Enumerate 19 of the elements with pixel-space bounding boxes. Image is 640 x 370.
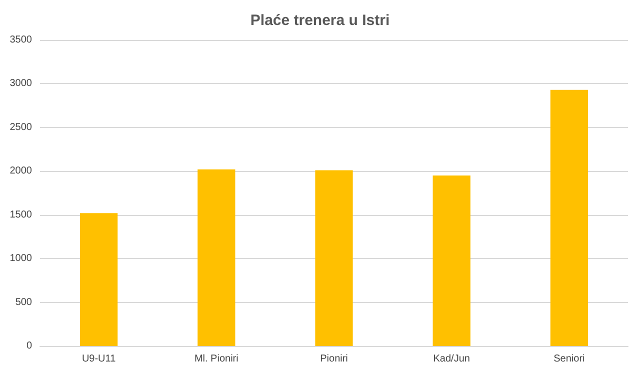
y-tick-label: 2000 (10, 166, 32, 177)
y-tick-label: 1000 (10, 253, 32, 264)
x-tick-label: Seniori (554, 354, 585, 364)
y-tick-label: 3500 (10, 34, 32, 46)
y-tick-label: 3000 (10, 78, 32, 90)
bar (432, 176, 470, 346)
x-tick-label: Ml. Pioniri (194, 354, 238, 364)
bar (315, 170, 353, 346)
bar (80, 213, 118, 346)
bar (198, 169, 236, 346)
chart-title: Plaće trenera u Istri (250, 12, 390, 29)
x-tick-label: Kad/Jun (433, 354, 470, 364)
y-tick-label: 1500 (10, 209, 32, 220)
y-tick-label: 0 (26, 340, 32, 352)
y-tick-label: 500 (15, 296, 32, 308)
x-tick-label: Pioniri (320, 354, 348, 364)
x-tick-label: U9-U11 (82, 354, 116, 364)
bar (550, 90, 588, 346)
y-tick-label: 2500 (10, 122, 32, 133)
